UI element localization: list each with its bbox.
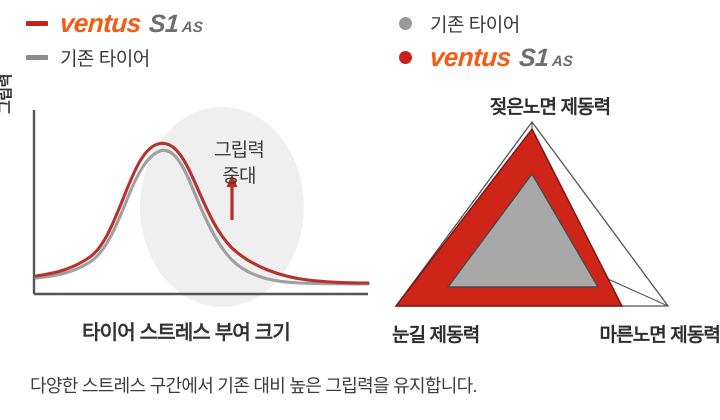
wordmark-brand: ventus <box>428 41 512 72</box>
y-axis-label: 그립력 <box>0 74 14 114</box>
grip-increase-arrow <box>226 174 238 220</box>
radar-series-existing-tire <box>446 172 600 288</box>
legend-item-existing-tire-radar: 기존 타이어 <box>396 6 573 40</box>
legend-item-ventus-radar: ventus S1 AS <box>396 40 574 74</box>
legend-item-ventus: ventus S1 AS <box>26 6 204 40</box>
wordmark-suffix: AS <box>551 52 574 70</box>
line-chart-svg <box>32 107 370 307</box>
ventus-wordmark: ventus S1 AS <box>58 7 204 39</box>
legend-label-existing-tire: 기존 타이어 <box>60 48 150 70</box>
wordmark-model: S1 <box>517 43 550 72</box>
line-chart-panel: 그립력 증대 타이어 스트레스 부여 크기 그립력 <box>0 74 372 354</box>
radar-axis-label-dry-braking: 마른노면 제동력 <box>599 325 720 346</box>
curve-ventus <box>34 141 370 285</box>
curve-existing-tire <box>34 148 370 286</box>
x-axis-label: 타이어 스트레스 부여 크기 <box>82 322 291 344</box>
legend-marker-dash-red <box>26 20 60 26</box>
legend-label-existing-tire-radar: 기존 타이어 <box>430 14 520 36</box>
highlight-ellipse <box>140 107 304 307</box>
wordmark-brand: ventus <box>58 7 142 38</box>
legend-left: ventus S1 AS 기존 타이어 <box>26 6 204 74</box>
wordmark-suffix: AS <box>181 18 204 36</box>
legend-right: 기존 타이어 ventus S1 AS <box>396 6 574 74</box>
grip-increase-annotation: 그립력 증대 <box>214 138 265 189</box>
legend-item-existing-tire: 기존 타이어 <box>26 40 203 74</box>
legend-marker-dash-gray <box>26 54 60 60</box>
caption-text: 다양한 스트레스 구간에서 기존 대비 높은 그립력을 유지합니다. <box>30 376 477 396</box>
legend-marker-dot-red <box>396 50 430 64</box>
radar-axis-label-wet-braking: 젖은노면 제동력 <box>489 97 611 118</box>
radar-chart-svg <box>394 120 670 307</box>
wordmark-model: S1 <box>147 9 180 38</box>
ventus-wordmark-radar: ventus S1 AS <box>428 41 574 73</box>
grip-annotation-line1: 그립력 <box>214 140 265 161</box>
radar-chart-panel: 젖은노면 제동력 눈길 제동력 마른노면 제동력 <box>380 92 720 354</box>
legend-marker-dot-gray <box>396 16 430 30</box>
grip-annotation-line2: 증대 <box>222 165 256 187</box>
radar-axis-label-snow-braking: 눈길 제동력 <box>392 325 480 346</box>
